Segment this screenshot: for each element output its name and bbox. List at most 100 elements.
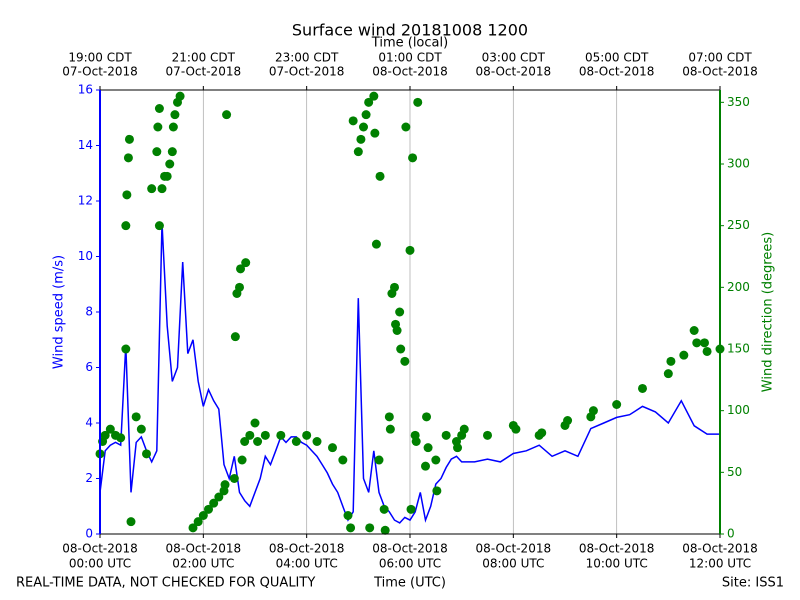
direction-point [459, 424, 469, 434]
direction-point [175, 91, 185, 101]
x-top-tick-label: 08-Oct-2018 [579, 65, 655, 79]
direction-point [154, 221, 164, 231]
direction-point [396, 344, 406, 354]
direction-point [312, 437, 322, 446]
x-tick-label: 08-Oct-2018 [372, 542, 448, 556]
direction-point [136, 424, 146, 434]
y2-tick-label: 300 [727, 157, 750, 171]
x-top-tick-label: 07:00 CDT [688, 51, 752, 65]
direction-point [375, 171, 385, 181]
direction-point [100, 430, 110, 440]
direction-point [245, 430, 255, 440]
x-tick-label: 08-Oct-2018 [166, 542, 242, 556]
direction-point [302, 430, 312, 440]
y2-tick-label: 0 [727, 527, 735, 541]
y-tick-label: 10 [78, 249, 93, 263]
y2-label: Wind direction (degrees) [761, 232, 776, 392]
footer-left: REAL-TIME DATA, NOT CHECKED FOR QUALITY [16, 576, 315, 591]
x-tick-label: 08:00 UTC [482, 557, 544, 571]
direction-point [157, 184, 167, 194]
x-tick-label: 04:00 UTC [276, 557, 338, 571]
direction-point [235, 282, 244, 292]
direction-point [343, 511, 353, 520]
direction-point [250, 418, 260, 428]
direction-point [121, 344, 131, 354]
x-top-tick-label: 08-Oct-2018 [682, 65, 758, 79]
y-tick-label: 4 [85, 416, 93, 430]
x-top-tick-label: 07-Oct-2018 [166, 65, 242, 79]
direction-point [253, 437, 263, 446]
y2-tick-label: 350 [727, 95, 750, 109]
direction-point [400, 356, 410, 366]
direction-point [370, 128, 380, 138]
direction-point [154, 104, 164, 113]
direction-point [122, 190, 132, 200]
x-top-label: Time (local) [371, 36, 448, 51]
direction-point [236, 264, 246, 274]
direction-point [361, 110, 371, 120]
x-label: Time (UTC) [373, 576, 446, 591]
direction-point [105, 424, 115, 434]
direction-point [364, 97, 374, 107]
direction-point [406, 504, 416, 514]
direction-point [116, 433, 126, 443]
direction-point [220, 480, 230, 490]
x-top-tick-label: 07-Oct-2018 [62, 65, 138, 79]
direction-point [168, 122, 178, 132]
x-tick-label: 08-Oct-2018 [62, 542, 138, 556]
y-tick-label: 14 [78, 138, 93, 152]
x-tick-label: 08-Oct-2018 [682, 542, 758, 556]
direction-point [229, 474, 239, 483]
direction-point [380, 525, 390, 535]
direction-point [612, 400, 622, 409]
direction-point [408, 153, 418, 163]
direction-point [374, 455, 384, 465]
direction-point [441, 430, 451, 440]
direction-point [666, 356, 676, 366]
x-top-tick-label: 21:00 CDT [172, 51, 236, 65]
direction-point [153, 122, 163, 132]
direction-point [689, 326, 699, 335]
direction-point [170, 110, 180, 120]
footer-right: Site: ISS1 [722, 576, 784, 591]
direction-point [121, 221, 131, 231]
x-top-tick-label: 05:00 CDT [585, 51, 649, 65]
direction-point [421, 461, 430, 471]
direction-point [432, 486, 442, 496]
direction-point [411, 437, 421, 446]
direction-point [379, 504, 389, 514]
direction-point [395, 307, 405, 317]
y2-tick-label: 100 [727, 403, 750, 417]
x-tick-label: 02:00 UTC [172, 557, 234, 571]
direction-point [188, 523, 198, 533]
y-tick-label: 0 [85, 527, 93, 541]
speed-line [99, 223, 720, 524]
direction-point [230, 332, 240, 342]
direction-point [431, 455, 441, 465]
direction-point [131, 412, 141, 422]
direction-point [359, 122, 368, 132]
direction-point [405, 245, 415, 255]
x-top-tick-label: 03:00 CDT [482, 51, 546, 65]
direction-point [348, 116, 358, 126]
direction-point [126, 517, 136, 527]
x-tick-label: 12:00 UTC [689, 557, 751, 571]
direction-point [413, 97, 423, 107]
y2-tick-label: 50 [727, 465, 742, 479]
y-tick-label: 12 [78, 194, 93, 208]
direction-point [198, 511, 208, 520]
direction-point [147, 184, 157, 194]
direction-point [384, 412, 394, 422]
direction-point [702, 346, 712, 356]
direction-point [165, 159, 175, 169]
direction-point [356, 134, 366, 144]
y2-tick-label: 150 [727, 342, 750, 356]
x-tick-label: 10:00 UTC [586, 557, 648, 571]
direction-point [483, 430, 492, 440]
direction-point [700, 338, 709, 348]
direction-point [365, 523, 375, 533]
y-tick-label: 6 [85, 360, 93, 374]
direction-point [260, 430, 270, 440]
direction-point [588, 406, 598, 416]
